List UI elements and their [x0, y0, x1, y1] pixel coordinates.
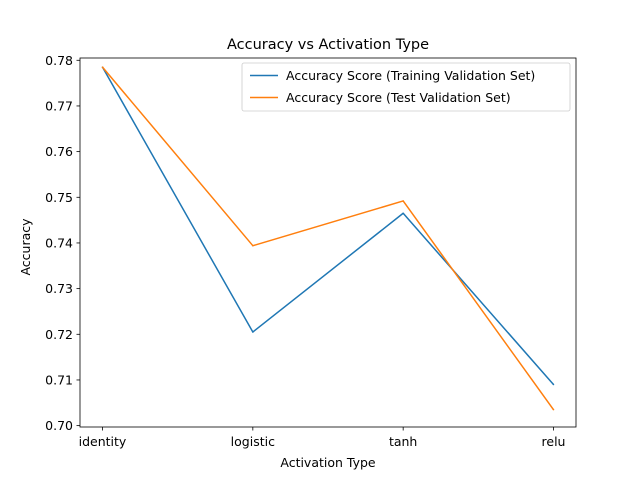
x-tick-label: logistic [231, 434, 275, 449]
x-tick-label: tanh [389, 434, 417, 449]
y-tick-label: 0.78 [45, 53, 73, 68]
series-2-point [101, 66, 104, 68]
series-1-point [402, 212, 404, 215]
x-tick-label: identity [79, 434, 127, 449]
legend-label-1: Accuracy Score (Training Validation Set) [286, 68, 535, 83]
x-axis-label: Activation Type [280, 455, 376, 470]
y-tick-label: 0.75 [45, 190, 73, 205]
series-2-point [402, 200, 404, 202]
y-tick-label: 0.76 [45, 144, 73, 159]
series-2-point [552, 408, 555, 411]
series-1-point [252, 331, 254, 333]
y-tick-label: 0.71 [45, 372, 73, 387]
series-1-point [552, 383, 555, 386]
series-line-1 [101, 66, 555, 386]
plot-area: identity logistic tanh relu 0.70 0.71 0.72 0.73… [45, 53, 577, 449]
axes-frame [79, 57, 577, 428]
legend-label-2: Accuracy Score (Test Validation Set) [286, 90, 511, 105]
chart-title: Accuracy vs Activation Type [227, 37, 429, 53]
x-tick-label: relu [542, 434, 566, 449]
y-tick-label: 0.73 [45, 281, 73, 296]
y-tick-label: 0.77 [45, 98, 73, 113]
y-axis-label: Accuracy [18, 218, 33, 276]
y-tick-label: 0.70 [45, 418, 73, 433]
y-tick-label: 0.72 [45, 327, 73, 342]
y-tick-label: 0.74 [45, 235, 73, 250]
series-2-point [252, 244, 254, 247]
series-line-2 [101, 66, 555, 411]
legend-box [241, 62, 571, 112]
